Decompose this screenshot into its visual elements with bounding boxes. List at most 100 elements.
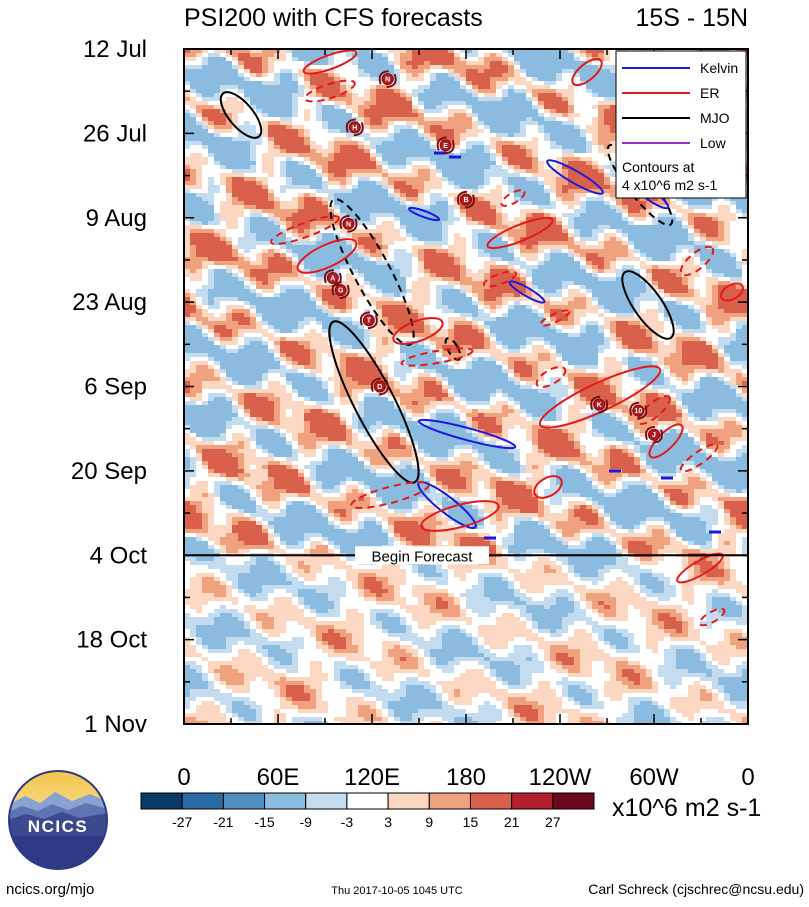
field-cell [694, 249, 724, 253]
field-cell [574, 57, 580, 61]
field-cell [442, 237, 448, 241]
field-cell [592, 501, 598, 505]
field-cell [412, 109, 418, 113]
field-cell [376, 305, 382, 309]
field-cell [700, 549, 736, 553]
field-cell [520, 69, 526, 73]
field-cell [286, 489, 310, 493]
field-cell [340, 677, 364, 681]
field-cell [364, 113, 418, 117]
field-cell [202, 301, 208, 305]
field-cell [310, 485, 316, 489]
field-cell [394, 645, 400, 649]
field-cell [724, 321, 730, 325]
field-cell [586, 453, 592, 457]
field-cell [340, 77, 346, 81]
field-cell [436, 345, 442, 349]
field-cell [490, 405, 502, 409]
field-cell [490, 517, 496, 521]
field-cell [586, 601, 592, 605]
field-cell [184, 121, 196, 125]
field-cell [256, 181, 262, 185]
field-cell [232, 113, 238, 117]
field-cell [460, 593, 484, 597]
field-cell [484, 333, 490, 337]
field-cell [214, 493, 220, 497]
field-cell [328, 653, 364, 657]
field-cell [340, 521, 352, 525]
field-cell [580, 453, 586, 457]
field-cell [388, 49, 406, 53]
field-cell [448, 209, 454, 213]
field-cell [508, 165, 514, 169]
field-cell [490, 597, 520, 601]
field-cell [280, 693, 286, 697]
field-cell [646, 289, 652, 293]
field-cell [562, 353, 598, 357]
field-cell [202, 221, 208, 225]
field-cell [370, 425, 382, 429]
field-cell [556, 141, 586, 145]
field-cell [736, 489, 742, 493]
field-cell [574, 365, 598, 369]
field-cell [424, 129, 430, 133]
field-cell [286, 249, 292, 253]
field-cell [508, 397, 514, 401]
field-cell [484, 293, 502, 297]
field-cell [526, 465, 532, 469]
field-cell [304, 417, 340, 421]
field-cell [280, 165, 286, 169]
field-cell [568, 513, 574, 517]
field-cell [394, 57, 400, 61]
field-cell [184, 673, 202, 677]
field-cell [586, 85, 622, 89]
field-cell [556, 525, 604, 529]
field-cell [184, 509, 196, 513]
field-cell [268, 69, 274, 73]
field-cell [184, 321, 190, 325]
field-cell [238, 649, 250, 653]
field-cell [286, 589, 298, 593]
field-cell [550, 113, 562, 117]
field-cell [670, 253, 676, 257]
field-cell [514, 577, 568, 581]
field-cell [274, 141, 304, 145]
field-cell [640, 377, 664, 381]
field-cell [286, 337, 328, 341]
field-cell [478, 69, 484, 73]
field-cell [376, 249, 382, 253]
field-cell [490, 673, 496, 677]
field-cell [274, 417, 280, 421]
field-cell [316, 545, 328, 549]
field-cell [496, 489, 532, 493]
field-cell [346, 681, 370, 685]
field-cell [568, 517, 580, 521]
field-cell [250, 229, 280, 233]
field-cell [718, 221, 724, 225]
field-cell [472, 93, 478, 97]
field-cell [688, 225, 694, 229]
field-cell [460, 453, 472, 457]
field-cell [412, 541, 430, 545]
field-cell [544, 289, 556, 293]
field-cell [682, 357, 718, 361]
field-cell [238, 485, 244, 489]
field-cell [358, 577, 364, 581]
field-cell [262, 169, 274, 173]
field-cell [460, 541, 490, 545]
field-cell [310, 185, 322, 189]
field-cell [328, 593, 346, 597]
field-cell [526, 461, 550, 465]
field-cell [550, 653, 556, 657]
field-cell [646, 285, 652, 289]
field-cell [190, 113, 196, 117]
field-cell [226, 681, 244, 685]
field-cell [268, 145, 274, 149]
field-cell [256, 325, 262, 329]
field-cell [574, 249, 628, 253]
field-cell [334, 341, 340, 345]
field-cell [238, 277, 244, 281]
field-cell [478, 437, 484, 441]
field-cell [208, 273, 214, 277]
field-cell [436, 161, 496, 165]
